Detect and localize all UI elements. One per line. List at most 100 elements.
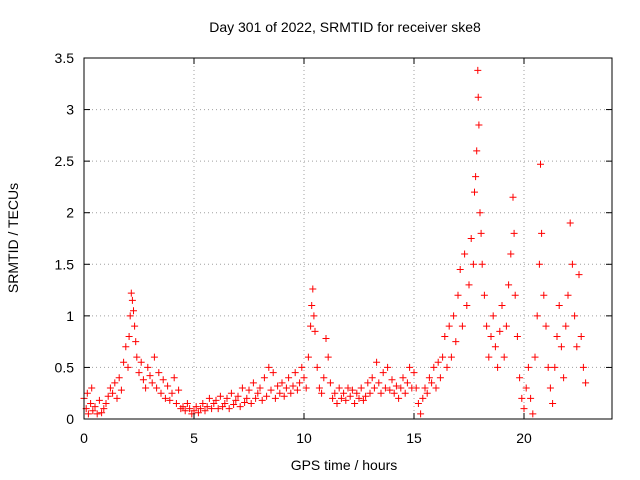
data-point [247,400,255,408]
data-point [194,409,202,417]
data-point [487,332,495,340]
data-point [362,392,370,400]
y-axis-label: SRMTID / TECUs [5,183,21,293]
grid [84,58,612,419]
data-point [84,410,92,418]
data-point [456,265,464,273]
data-point [377,389,385,397]
data-point [199,400,207,408]
data-points [80,66,590,418]
x-tick-label: 10 [296,430,312,446]
data-point [132,338,140,346]
data-point [477,229,485,237]
data-point [298,363,306,371]
data-point [166,396,174,404]
data-point [302,384,310,392]
data-point [474,66,482,74]
chart-title: Day 301 of 2022, SRMTID for receiver ske… [209,19,481,35]
data-point [573,343,581,351]
data-point [406,363,414,371]
data-point [300,374,308,382]
data-point [83,389,91,397]
data-point [315,384,323,392]
data-point [335,384,343,392]
data-point [216,392,224,400]
data-point [399,374,407,382]
data-point [172,400,180,408]
x-tick-label: 15 [406,430,422,446]
data-point [351,400,359,408]
data-point [126,312,134,320]
data-point [329,394,337,402]
data-point [397,384,405,392]
data-point [529,410,537,418]
data-point [331,389,339,397]
data-point [256,384,264,392]
data-point [137,358,145,366]
data-point [555,302,563,310]
y-tick-label: 2.5 [55,153,75,169]
data-point [263,392,271,400]
data-point [113,394,121,402]
data-point [192,403,200,411]
data-point [478,260,486,268]
data-point [337,394,345,402]
data-point [89,407,97,415]
data-point [491,343,499,351]
data-point [245,386,253,394]
data-point [324,353,332,361]
data-point [480,291,488,299]
data-point [546,384,554,392]
data-point [475,121,483,129]
y-tick-label: 1.5 [55,256,75,272]
data-point [159,376,167,384]
data-point [104,392,112,400]
data-point [311,327,319,335]
data-point [197,405,205,413]
data-point [471,188,478,196]
y-tick-label: 2 [66,205,74,221]
data-point [254,389,262,397]
data-point [458,322,466,330]
data-point [289,382,297,390]
data-point [434,358,442,366]
data-point [562,322,570,330]
data-point [564,291,572,299]
data-point [500,353,508,361]
data-point [549,400,557,408]
data-point [135,369,143,377]
data-point [450,312,458,320]
data-point [203,403,211,411]
data-point [510,229,518,237]
data-point [267,386,275,394]
data-point [109,389,117,397]
data-point [472,173,480,181]
data-point [150,353,158,361]
data-point [421,384,429,392]
data-point [93,410,101,418]
data-point [208,405,216,413]
data-point [241,398,249,406]
data-point [274,382,282,390]
data-point [582,379,590,387]
data-point [144,363,152,371]
data-point [560,374,568,382]
data-point [234,392,242,400]
data-point [511,291,519,299]
data-point [142,384,150,392]
data-point [98,409,106,417]
data-point [326,379,334,387]
data-point [186,405,194,413]
x-tick-label: 0 [80,430,88,446]
data-point [124,363,132,371]
data-point [120,358,128,366]
data-point [102,400,110,408]
data-point [537,160,544,168]
data-point [161,394,169,402]
data-point [280,392,288,400]
data-point [461,250,469,258]
data-point [388,376,396,384]
data-point [225,405,233,413]
data-point [88,384,96,392]
